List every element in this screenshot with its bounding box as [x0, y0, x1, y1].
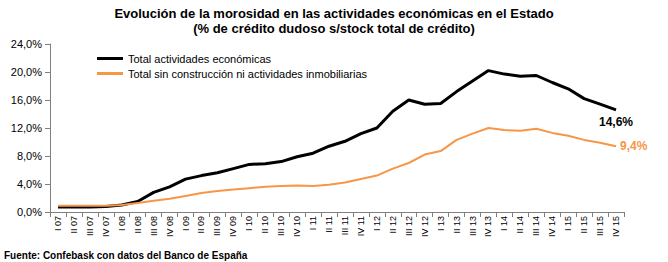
svg-text:II 13: II 13	[452, 216, 462, 234]
svg-text:IV 12: IV 12	[420, 216, 430, 237]
svg-text:II 08: II 08	[133, 216, 143, 234]
svg-text:III 08: III 08	[149, 216, 159, 236]
svg-text:I 15: I 15	[563, 216, 573, 231]
svg-text:0,0%: 0,0%	[17, 206, 42, 218]
svg-text:II 14: II 14	[515, 216, 525, 234]
svg-text:8,0%: 8,0%	[17, 150, 42, 162]
svg-text:24,0%: 24,0%	[11, 38, 42, 50]
svg-text:14,6%: 14,6%	[599, 115, 633, 129]
svg-text:I 07: I 07	[53, 216, 63, 231]
svg-text:I 10: I 10	[244, 216, 254, 231]
svg-text:II 11: II 11	[324, 216, 334, 233]
svg-text:(% de crédito dudoso s/stock t: (% de crédito dudoso s/stock total de cr…	[193, 21, 475, 36]
svg-text:II 09: II 09	[196, 216, 206, 234]
svg-text:III 14: III 14	[531, 216, 541, 236]
svg-text:IV 14: IV 14	[547, 216, 557, 237]
svg-text:IV 07: IV 07	[101, 216, 111, 237]
svg-text:IV 13: IV 13	[483, 216, 493, 237]
svg-text:I 12: I 12	[372, 216, 382, 231]
svg-text:20,0%: 20,0%	[11, 66, 42, 78]
svg-text:16,0%: 16,0%	[11, 94, 42, 106]
svg-text:II 10: II 10	[260, 216, 270, 234]
svg-text:III 09: III 09	[212, 216, 222, 236]
svg-text:III 15: III 15	[595, 216, 605, 236]
svg-text:IV 08: IV 08	[165, 216, 175, 237]
svg-text:I 13: I 13	[436, 216, 446, 231]
svg-text:III 07: III 07	[85, 216, 95, 236]
svg-text:I 08: I 08	[117, 216, 127, 231]
svg-text:I 14: I 14	[499, 216, 509, 231]
svg-text:I 09: I 09	[181, 216, 191, 231]
svg-text:IV 09: IV 09	[228, 216, 238, 237]
svg-text:12,0%: 12,0%	[11, 122, 42, 134]
svg-text:4,0%: 4,0%	[17, 178, 42, 190]
svg-text:Evolución de la morosidad en l: Evolución de la morosidad en las activid…	[114, 6, 553, 21]
svg-text:I 11: I 11	[308, 216, 318, 230]
svg-text:II 12: II 12	[388, 216, 398, 234]
svg-text:III 10: III 10	[276, 216, 286, 236]
svg-text:Total sin construcción ni acti: Total sin construcción ni actividades in…	[128, 68, 368, 80]
svg-text:II 15: II 15	[579, 216, 589, 234]
svg-text:Total actividades económicas: Total actividades económicas	[128, 53, 272, 65]
svg-text:III 12: III 12	[404, 216, 414, 236]
svg-text:II 07: II 07	[69, 216, 79, 234]
svg-text:Fuente: Confebask con datos de: Fuente: Confebask con datos del Banco de…	[4, 250, 248, 261]
svg-text:9,4%: 9,4%	[620, 139, 648, 153]
svg-text:IV 11: IV 11	[356, 216, 366, 236]
svg-text:IV 15: IV 15	[611, 216, 621, 237]
svg-text:III 13: III 13	[468, 216, 478, 236]
svg-text:III 11: III 11	[340, 216, 350, 235]
svg-text:IV 10: IV 10	[292, 216, 302, 237]
